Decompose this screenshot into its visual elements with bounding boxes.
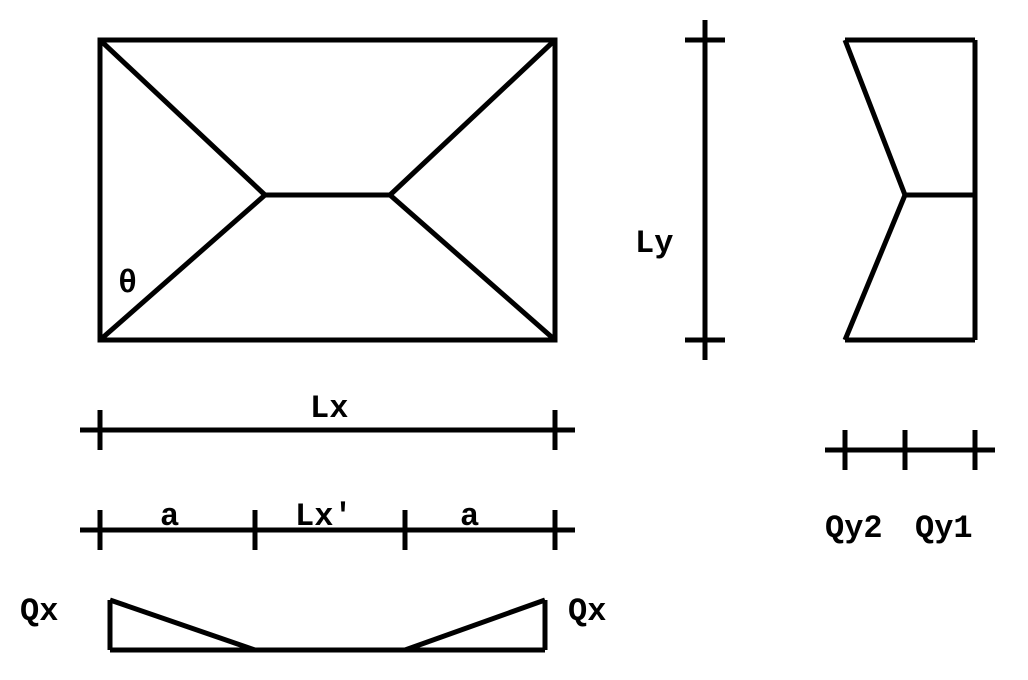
label-a-left: a — [160, 498, 179, 535]
label-qy1: Qy1 — [915, 510, 973, 547]
label-qx-left: Qx — [20, 593, 58, 630]
label-ly: Ly — [635, 225, 673, 262]
label-lx-prime: Lx' — [295, 498, 353, 535]
label-lx: Lx — [310, 390, 348, 427]
label-theta: θ — [118, 265, 137, 302]
label-qx-right: Qx — [568, 593, 606, 630]
label-qy2: Qy2 — [825, 510, 883, 547]
diagram-canvas — [0, 0, 1028, 680]
label-a-right: a — [460, 498, 479, 535]
